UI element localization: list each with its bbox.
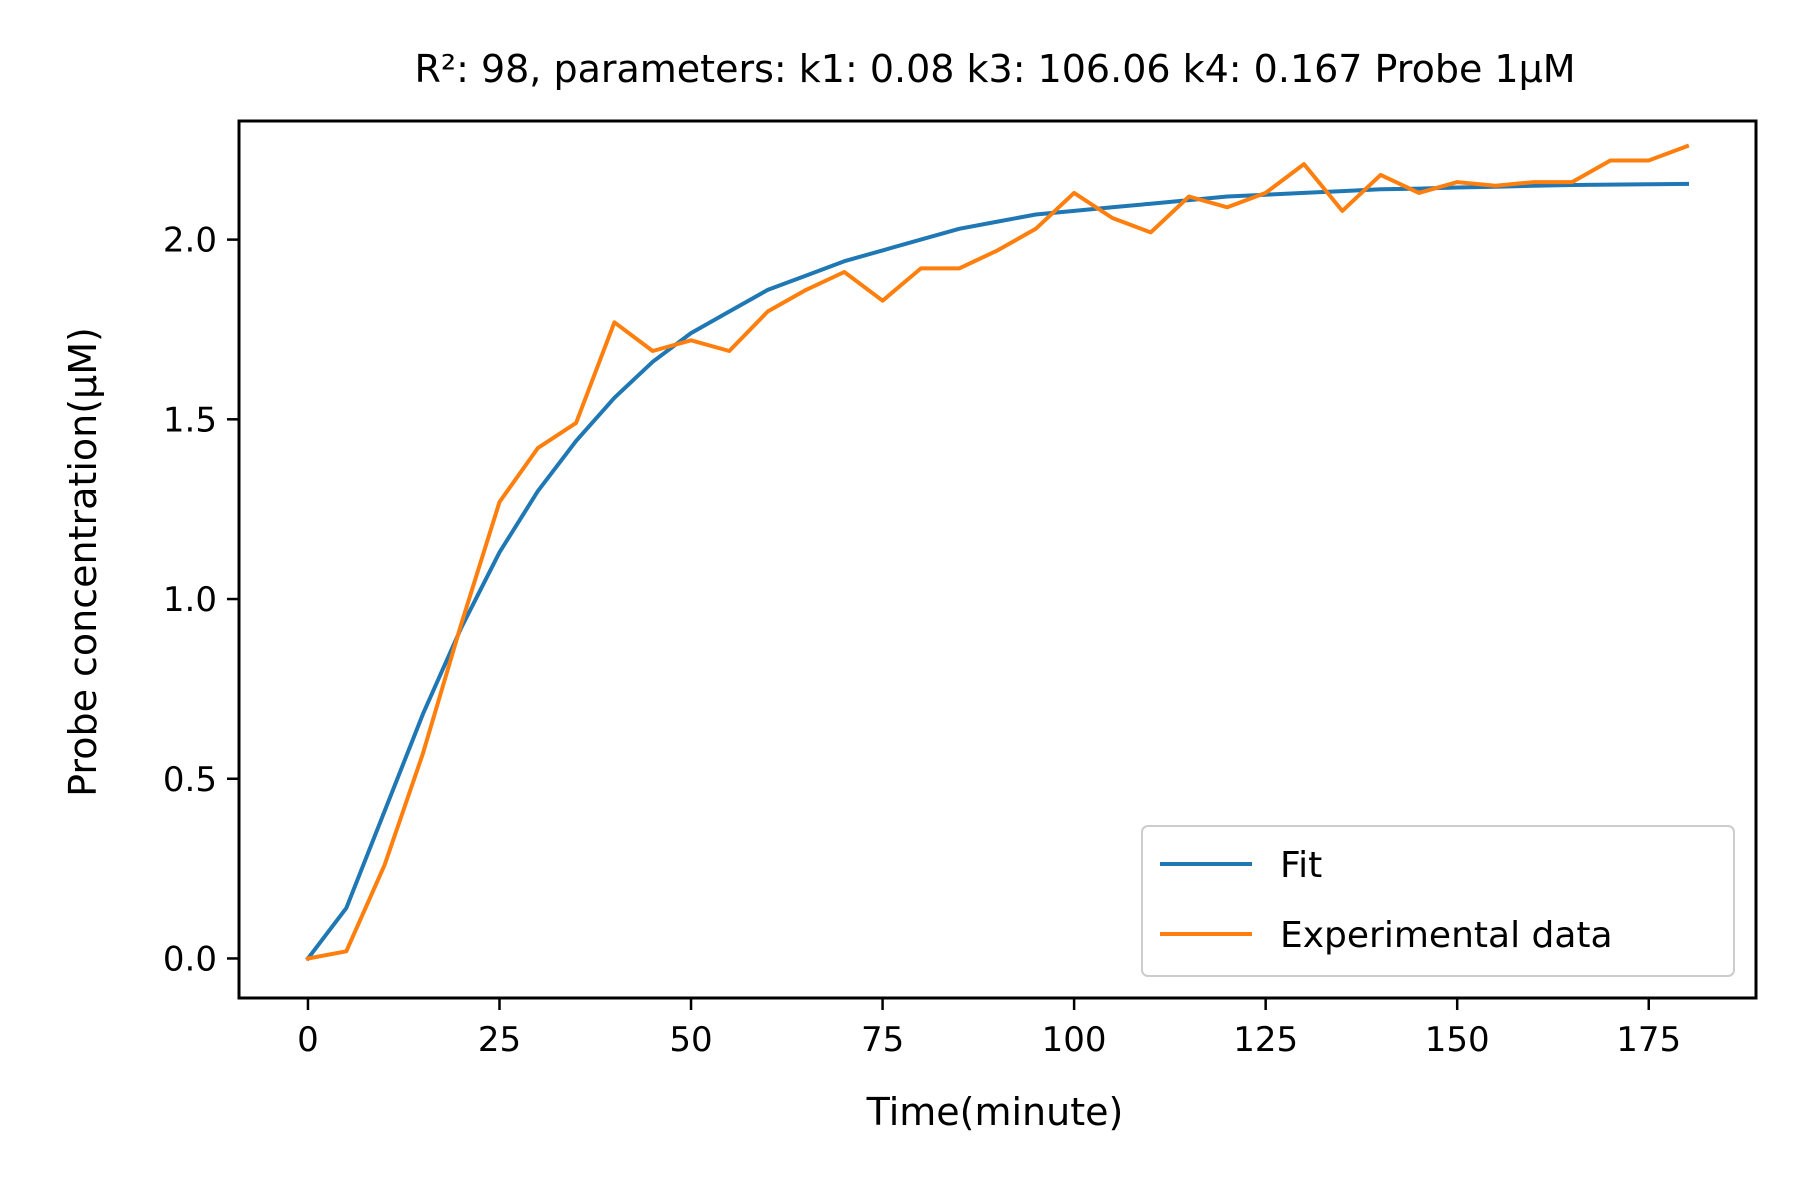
- chart-title: R²: 98, parameters: k1: 0.08 k3: 106.06 …: [414, 47, 1575, 91]
- x-tick-label: 175: [1616, 1020, 1681, 1060]
- x-tick-label: 75: [861, 1020, 904, 1060]
- x-tick-label: 125: [1233, 1020, 1298, 1060]
- legend: Fit Experimental data: [1141, 825, 1735, 977]
- x-axis-ticks: 0 25 50 75 100 125 150 175: [297, 998, 1681, 1060]
- x-tick-label: 100: [1042, 1020, 1107, 1060]
- x-tick-label: 0: [297, 1020, 319, 1060]
- y-tick-label: 2.0: [163, 221, 217, 261]
- plot-area: [237, 119, 1758, 1000]
- series-line-experimental-data: [305, 143, 1690, 961]
- x-tick-label: 50: [669, 1020, 712, 1060]
- legend-box: [1141, 825, 1735, 977]
- series-line-fit: [305, 181, 1690, 962]
- y-tick-label: 1.5: [163, 400, 217, 440]
- y-axis-label: Probe concentration(μM): [61, 327, 105, 797]
- y-axis-ticks: 0.0 0.5 1.0 1.5 2.0: [163, 221, 239, 979]
- x-tick-label: 25: [478, 1020, 521, 1060]
- x-axis-label: Time(minute): [866, 1090, 1124, 1134]
- x-tick-label: 150: [1425, 1020, 1490, 1060]
- axes-frame: [237, 119, 1758, 1000]
- y-tick-label: 0.5: [163, 760, 217, 800]
- legend-label: Fit: [1280, 845, 1322, 886]
- y-tick-label: 0.0: [163, 939, 217, 979]
- y-tick-label: 1.0: [163, 580, 217, 620]
- legend-label: Experimental data: [1280, 915, 1613, 956]
